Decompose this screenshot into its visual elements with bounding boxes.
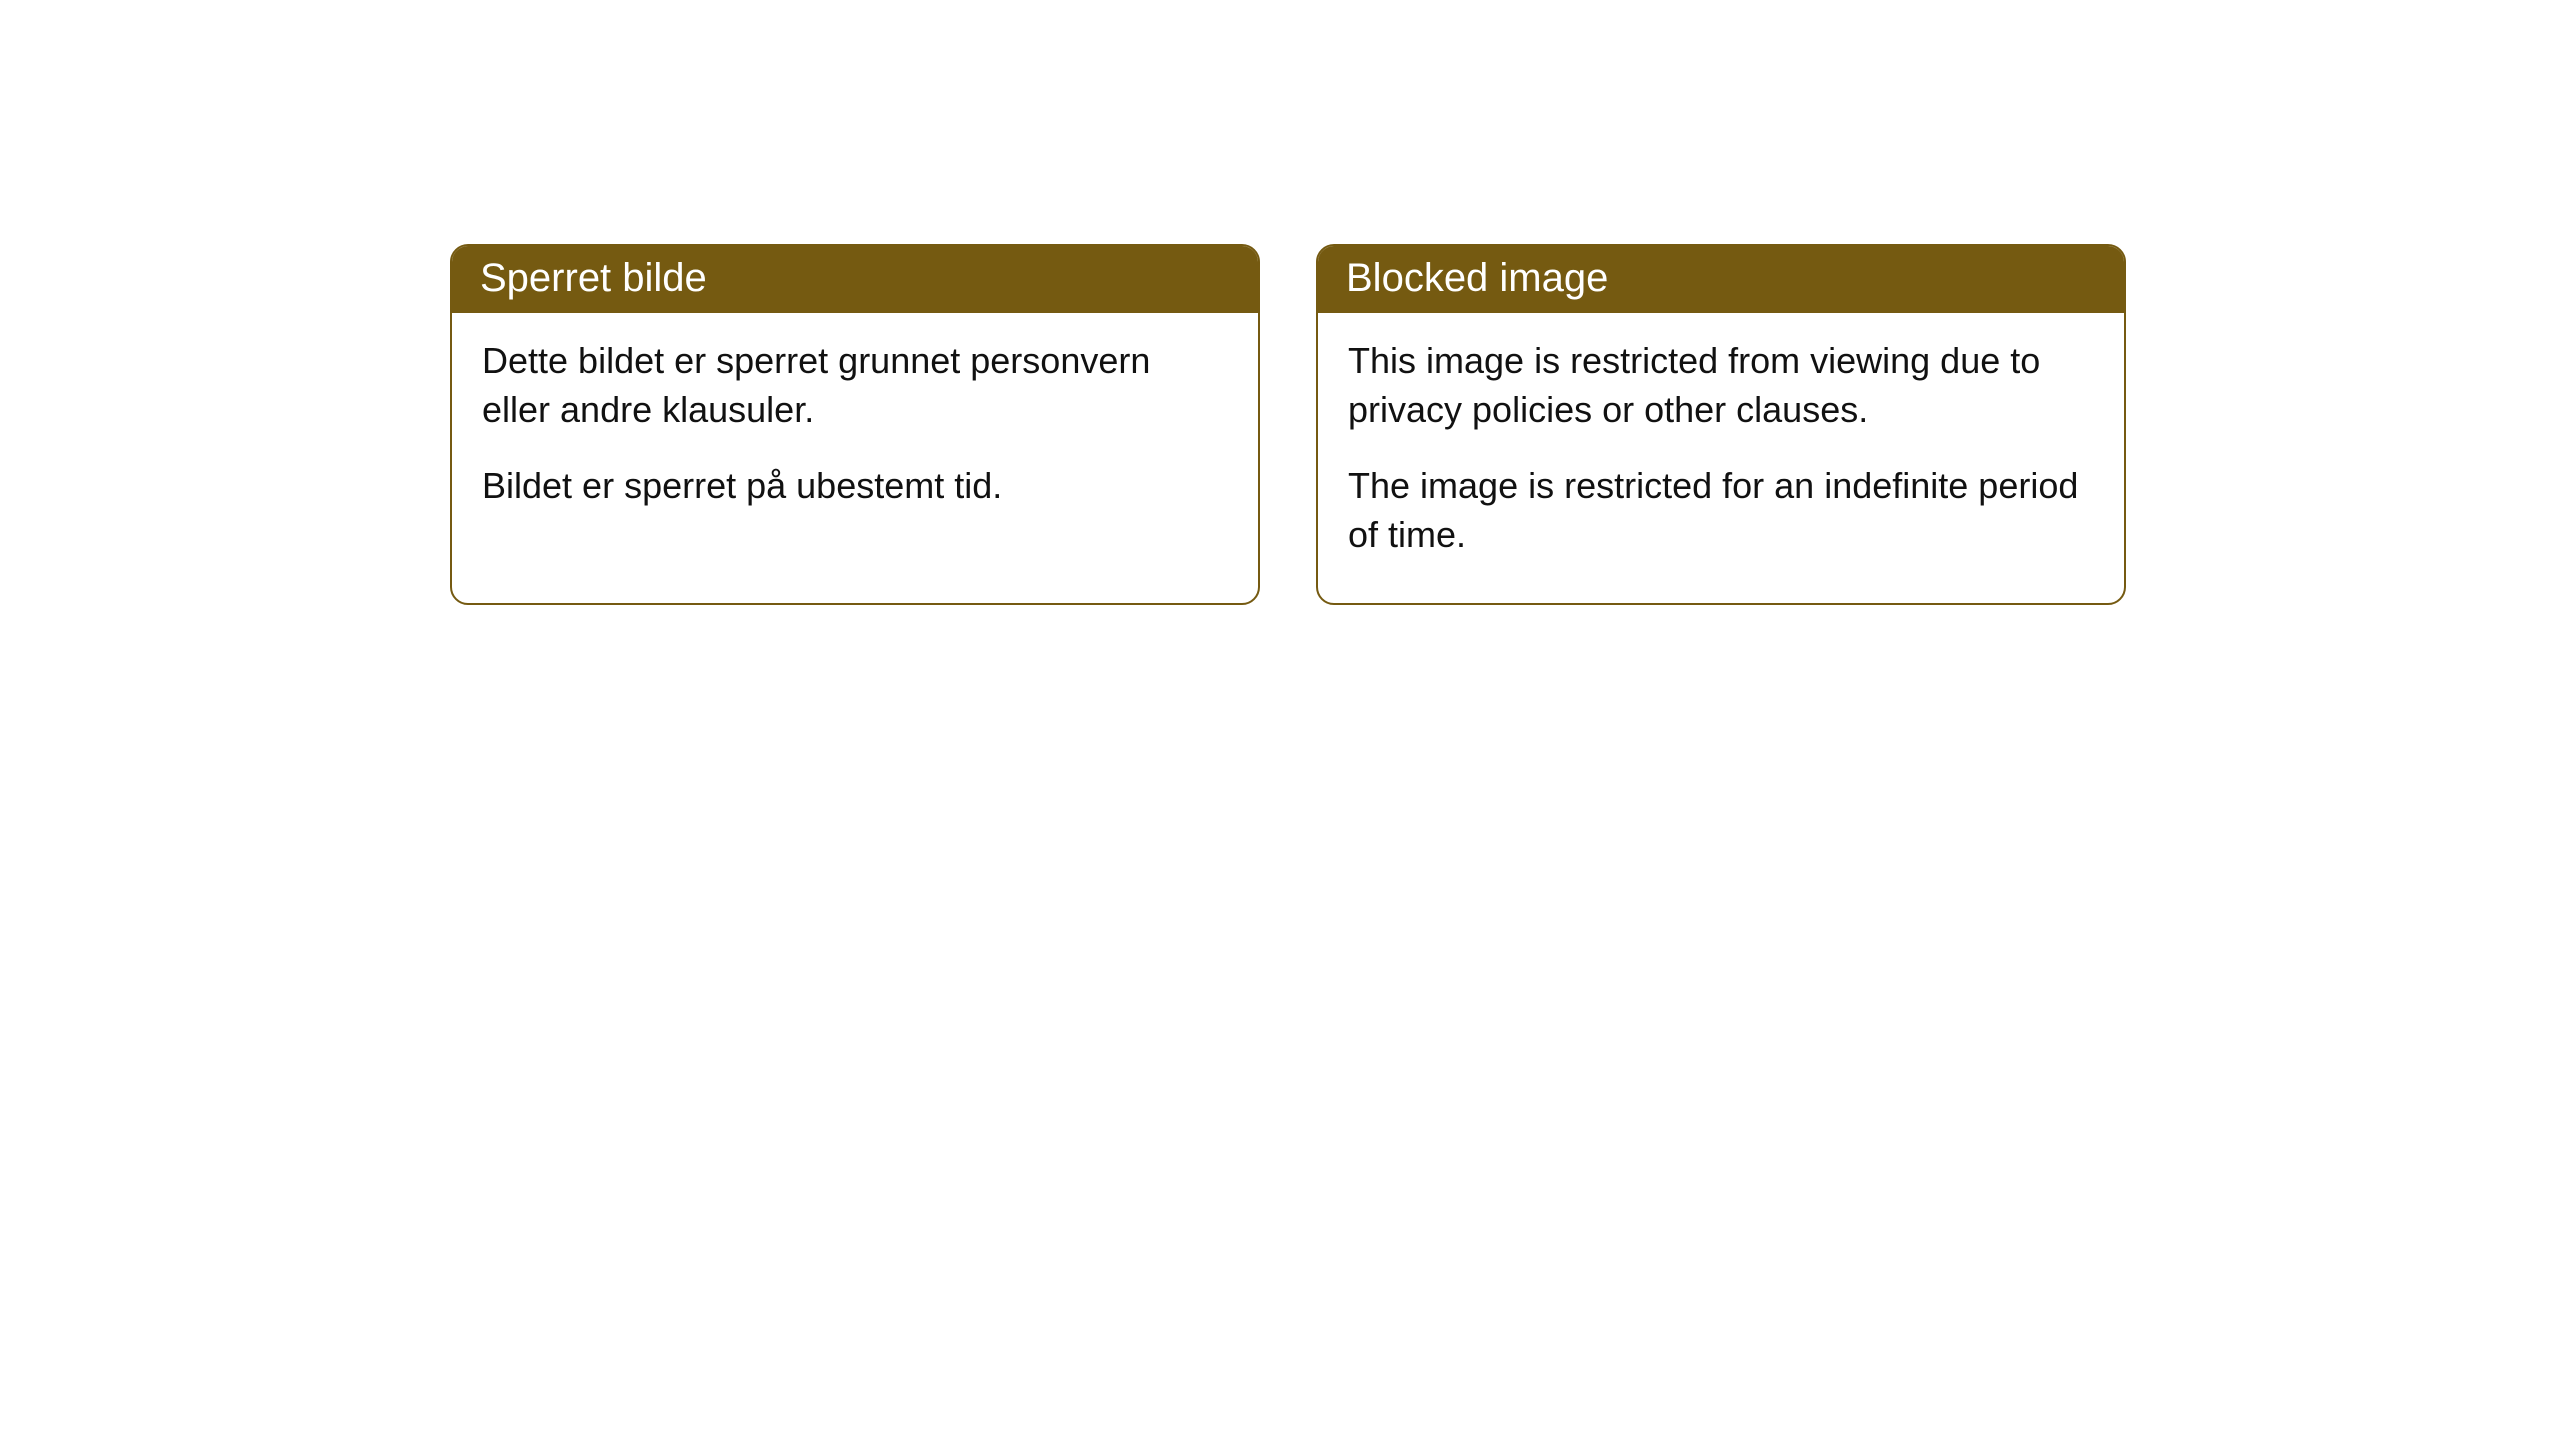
card-paragraph: Dette bildet er sperret grunnet personve… xyxy=(482,337,1228,434)
card-paragraph: This image is restricted from viewing du… xyxy=(1348,337,2094,434)
card-paragraph: Bildet er sperret på ubestemt tid. xyxy=(482,462,1228,511)
card-header-norwegian: Sperret bilde xyxy=(452,246,1258,313)
card-body-norwegian: Dette bildet er sperret grunnet personve… xyxy=(452,313,1258,555)
card-english: Blocked image This image is restricted f… xyxy=(1316,244,2126,605)
card-container: Sperret bilde Dette bildet er sperret gr… xyxy=(0,0,2560,605)
card-paragraph: The image is restricted for an indefinit… xyxy=(1348,462,2094,559)
card-norwegian: Sperret bilde Dette bildet er sperret gr… xyxy=(450,244,1260,605)
card-header-english: Blocked image xyxy=(1318,246,2124,313)
card-body-english: This image is restricted from viewing du… xyxy=(1318,313,2124,603)
